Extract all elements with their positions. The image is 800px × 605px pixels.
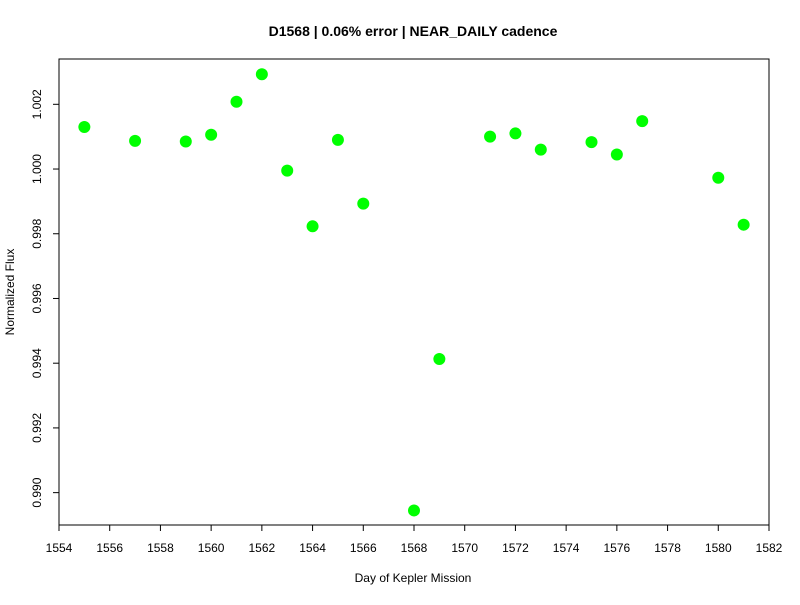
x-tick-label: 1554 [46, 541, 73, 555]
data-points [78, 68, 750, 517]
data-point [179, 135, 192, 148]
x-tick-label: 1574 [553, 541, 580, 555]
x-axis-label: Day of Kepler Mission [355, 571, 472, 585]
x-axis: 1554 1556 1558 1560 1562 1564 1566 1568 1570 1572… [46, 525, 783, 555]
y-tick-label: 0.998 [30, 218, 44, 248]
x-tick-label: 1568 [401, 541, 428, 555]
data-point [255, 68, 268, 81]
x-tick-label: 1578 [654, 541, 681, 555]
data-point [509, 127, 522, 140]
data-point [433, 352, 446, 365]
data-point [205, 128, 218, 141]
x-tick-label: 1566 [350, 541, 377, 555]
x-tick-label: 1570 [451, 541, 478, 555]
data-point [610, 148, 623, 161]
data-point [306, 220, 319, 233]
data-point [331, 133, 344, 146]
x-tick-label: 1576 [604, 541, 631, 555]
y-axis-label: Normalized Flux [3, 249, 17, 336]
x-tick-label: 1580 [705, 541, 732, 555]
x-tick-label: 1558 [147, 541, 174, 555]
y-tick-label: 0.996 [30, 283, 44, 313]
y-tick-label: 0.994 [30, 348, 44, 378]
data-point [129, 134, 142, 147]
x-tick-label: 1582 [756, 541, 783, 555]
y-axis: 0.990 0.992 0.994 0.996 0.998 1.000 1.002 [30, 89, 59, 508]
chart-title: D1568 | 0.06% error | NEAR_DAILY cadence [269, 23, 558, 39]
x-tick-label: 1572 [502, 541, 529, 555]
y-tick-label: 1.000 [30, 154, 44, 184]
data-point [484, 130, 497, 143]
data-point [357, 197, 370, 210]
data-point [230, 95, 243, 108]
data-point [585, 136, 598, 149]
data-point [636, 115, 649, 128]
plot-frame [58, 58, 770, 526]
y-tick-label: 1.002 [30, 89, 44, 119]
x-tick-label: 1556 [96, 541, 123, 555]
data-point [281, 164, 294, 177]
x-tick-label: 1564 [299, 541, 326, 555]
y-tick-label: 0.992 [30, 413, 44, 443]
data-point [78, 120, 91, 133]
x-tick-label: 1560 [198, 541, 225, 555]
x-tick-label: 1562 [249, 541, 276, 555]
data-point [408, 504, 420, 517]
data-point [737, 218, 750, 231]
data-point [712, 171, 725, 184]
y-tick-label: 0.990 [30, 477, 44, 507]
data-point [534, 143, 547, 156]
